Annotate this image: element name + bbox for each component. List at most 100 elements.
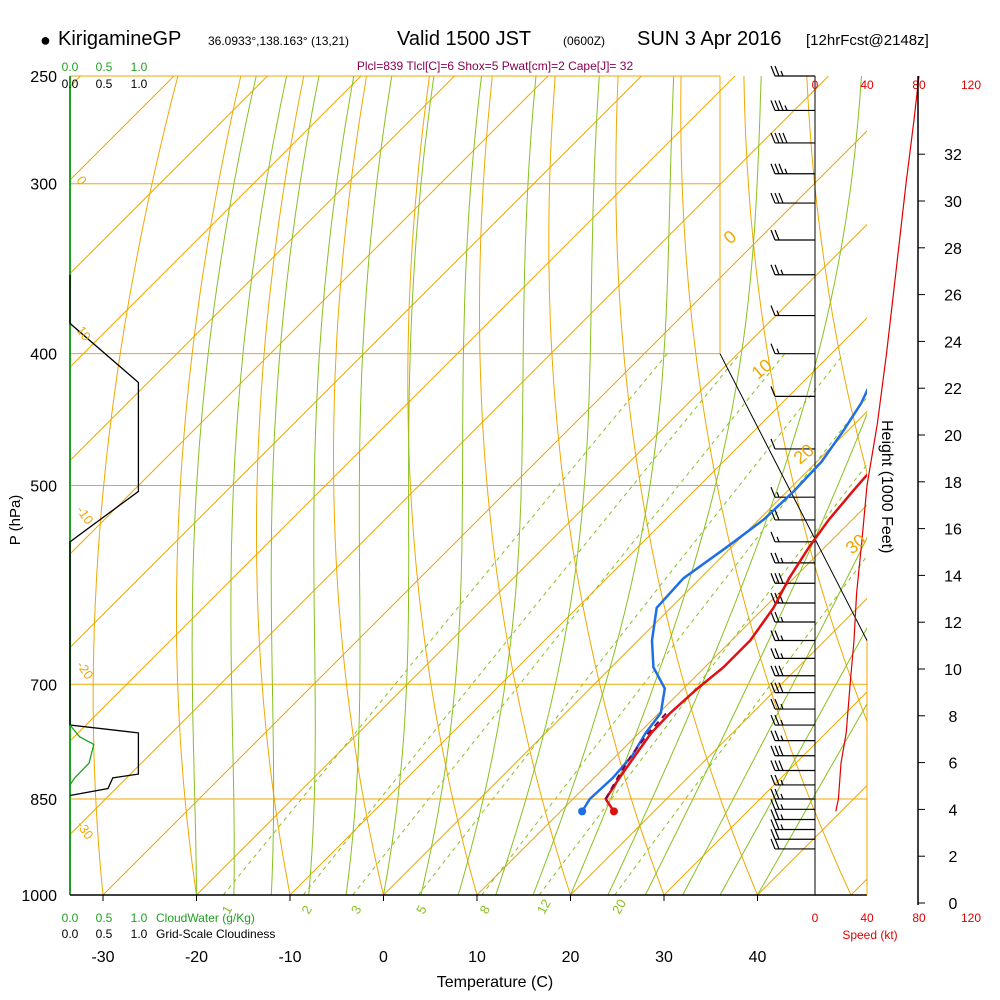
wind-barb-flag [770, 799, 776, 810]
wind-barb-flag [770, 100, 776, 111]
wind-barb-half [780, 735, 784, 741]
station-coords: 36.0933°,138.163° (13,21) [208, 34, 350, 48]
height-tick-label: 18 [944, 475, 962, 492]
height-tick-label: 22 [944, 381, 962, 398]
wind-barb-flag [770, 698, 776, 710]
wind-barb-flag [770, 730, 776, 741]
cloudiness-tick-top: 0.0 [62, 77, 79, 91]
wind-barb-half [784, 105, 788, 111]
speed-tick-top: 0 [812, 78, 819, 92]
wind-barb-half [780, 814, 784, 820]
isotherm-line [70, 76, 362, 368]
dry-adiabat-line [548, 76, 665, 895]
wind-barb-flag [770, 682, 776, 693]
wind-barb [770, 611, 815, 623]
wind-barb-flag [774, 509, 780, 521]
moist-adiabat-label: 10 [74, 323, 95, 343]
wind-barb-flag [770, 648, 776, 659]
dewpoint-trace [581, 387, 867, 813]
wind-barb-half [780, 793, 784, 800]
dry-adiabat-line [92, 76, 179, 895]
stability-indices: Plcl=839 Tlcl[C]=6 Shox=5 Pwat[cm]=2 Cap… [357, 59, 634, 73]
moist-adiabat-line [191, 76, 257, 895]
wind-barb-flag [778, 132, 784, 144]
wind-barb [770, 730, 815, 742]
y-axis-label: P (hPa) [7, 495, 24, 546]
cloudiness-panel [69, 274, 140, 797]
wind-barb-flag [774, 829, 780, 840]
wind-barb-column [770, 65, 815, 850]
wind-barb [770, 665, 815, 677]
moist-adiabat-label: -30 [74, 818, 97, 842]
wind-barb-flag [770, 665, 776, 677]
wind-barb-flag [774, 648, 780, 659]
wind-barb-flag [778, 665, 784, 677]
wind-barb-half [776, 348, 780, 354]
station-bullet: ● [40, 30, 51, 50]
wind-barb-flag [770, 630, 776, 641]
parcel-trace [604, 712, 668, 800]
mixing-ratio-line [614, 555, 867, 895]
wind-barb-flag [770, 760, 776, 771]
moist-adiabat-line [270, 76, 320, 895]
sounding-traces [578, 387, 867, 816]
wind-barb-flag [778, 682, 784, 693]
moist-adiabat-line [757, 702, 867, 895]
wind-barb-flag [774, 809, 780, 820]
wind-barb [770, 229, 815, 241]
dry-adiabat-line [176, 76, 242, 895]
mixing-ratio-line [352, 353, 786, 895]
pressure-tick-label: 300 [30, 177, 57, 194]
temperature-tick-label: -10 [278, 949, 301, 966]
wind-barb [770, 809, 815, 821]
cloudwater-tick-bottom: 0.0 [62, 911, 79, 925]
wind-barb-half [780, 557, 784, 564]
wind-barb [770, 714, 815, 726]
wind-barb-flag [770, 714, 776, 726]
wind-barb-flag [770, 611, 776, 623]
height-tick-label: 10 [944, 662, 962, 679]
wind-barb-flag [774, 229, 780, 241]
wind-barb-flag [770, 343, 776, 354]
wind-barb [770, 192, 815, 204]
moist-adiabat-line [719, 626, 867, 895]
wind-barb [770, 65, 815, 77]
dry-adiabat-line [333, 76, 385, 895]
dry-adiabat-line [256, 76, 305, 895]
dry-adiabat-line [615, 76, 759, 895]
temperature-tick-label: 0 [379, 949, 388, 966]
wind-barb [770, 386, 815, 397]
wind-barb-flag [778, 192, 784, 204]
wind-barb-flag [782, 132, 788, 144]
wind-barb-flag [774, 100, 780, 111]
wind-barb-flag [774, 799, 780, 810]
wind-barb-half [780, 703, 784, 710]
moist-adiabat-label: -10 [74, 503, 97, 527]
wind-barb-flag [774, 630, 780, 641]
height-tick-label: 0 [949, 896, 958, 913]
wind-barb-flag [778, 163, 784, 175]
cloudiness-label: Grid-Scale Cloudiness [156, 927, 275, 941]
moist-adiabat-label: 0 [74, 173, 90, 188]
speed-tick-bottom: 120 [961, 911, 981, 925]
cloudiness-tick-bottom: 0.0 [62, 927, 79, 941]
wind-barb-flag [774, 665, 780, 677]
height-tick-label: 2 [949, 849, 958, 866]
wind-barb-flag [778, 745, 784, 756]
wind-barb-flag [774, 788, 780, 800]
wind-barb [770, 788, 815, 800]
wind-barb-half [776, 310, 780, 316]
speed-profile [835, 75, 920, 812]
wind-barb [770, 682, 815, 694]
wind-barb [770, 592, 815, 604]
wind-barb-flag [778, 760, 784, 771]
moist-adiabat-line [420, 76, 482, 895]
height-tick-label: 28 [944, 241, 962, 258]
wind-barb-flag [774, 682, 780, 693]
dry-adiabat-line [923, 0, 1000, 924]
wind-barb [770, 648, 815, 660]
wind-barb-half [780, 635, 784, 641]
wind-barb [770, 774, 815, 786]
dry-adiabat-line [407, 76, 478, 895]
